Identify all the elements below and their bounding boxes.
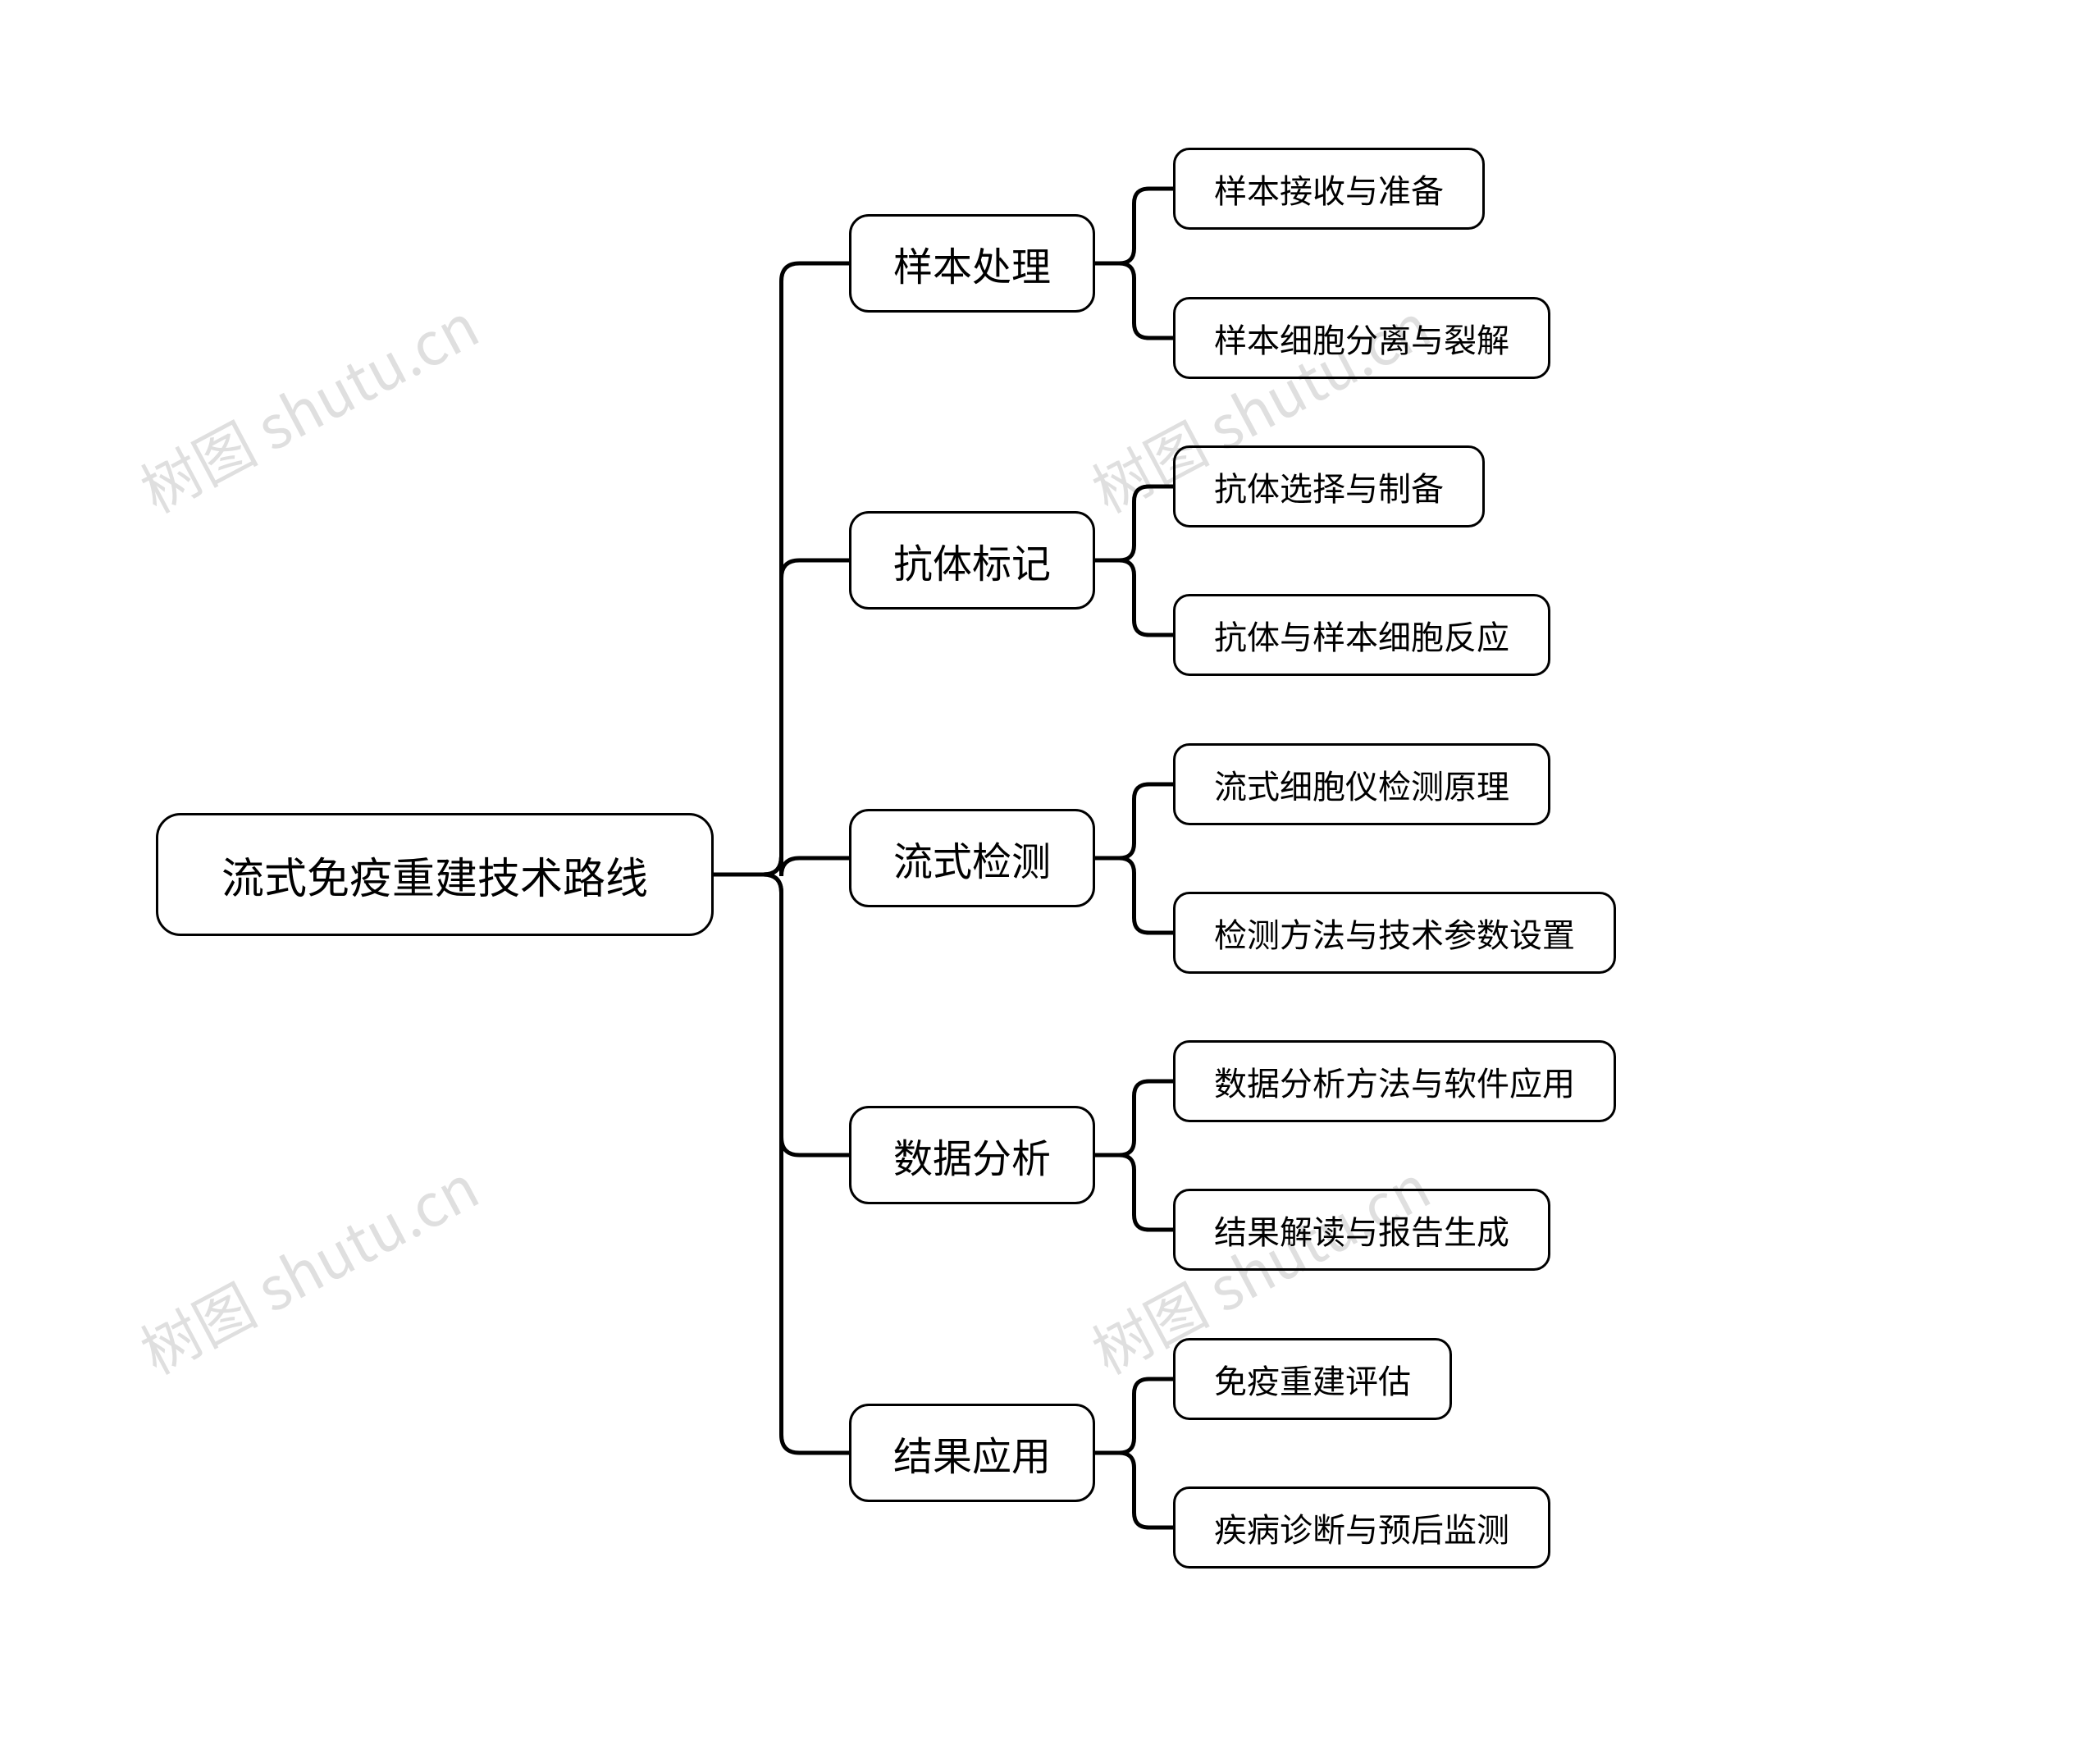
level2-node: 结果解读与报告生成: [1173, 1189, 1550, 1271]
level2-node: 流式细胞仪检测原理: [1173, 743, 1550, 825]
level2-node: 数据分析方法与软件应用: [1173, 1040, 1616, 1122]
level1-label: 抗体标记: [893, 532, 1051, 589]
level2-node: 检测方法与技术参数设置: [1173, 892, 1616, 974]
level1-label: 结果应用: [893, 1424, 1051, 1482]
level2-node: 样本接收与准备: [1173, 148, 1485, 230]
level2-node: 抗体选择与制备: [1173, 445, 1485, 527]
level1-node: 数据分析: [849, 1106, 1095, 1204]
connector: [1095, 1155, 1173, 1230]
connector: [714, 263, 849, 874]
connector: [1095, 858, 1173, 933]
connector: [714, 560, 849, 874]
level2-label: 数据分析方法与软件应用: [1214, 1057, 1575, 1105]
level2-node: 免疫重建评估: [1173, 1338, 1452, 1420]
level2-label: 免疫重建评估: [1214, 1355, 1411, 1403]
level1-node: 流式检测: [849, 809, 1095, 907]
connector: [1095, 263, 1173, 338]
watermark: 树图 shutu.cn: [124, 279, 491, 529]
connector: [1095, 784, 1173, 858]
level2-label: 结果解读与报告生成: [1214, 1206, 1509, 1254]
connector: [1095, 486, 1173, 560]
connector: [714, 856, 849, 876]
level2-label: 样本细胞分离与裂解: [1214, 314, 1509, 362]
level1-label: 样本处理: [893, 235, 1051, 292]
level1-node: 结果应用: [849, 1404, 1095, 1502]
root-node: 流式免疫重建技术路线: [156, 813, 714, 936]
level2-label: 抗体与样本细胞反应: [1214, 611, 1509, 659]
level2-node: 抗体与样本细胞反应: [1173, 594, 1550, 676]
watermark-text: 树图 shutu.cn: [124, 279, 491, 529]
connector: [1095, 189, 1173, 263]
root-label: 流式免疫重建技术路线: [221, 844, 648, 906]
level2-label: 样本接收与准备: [1214, 165, 1444, 212]
level1-node: 抗体标记: [849, 511, 1095, 610]
connector: [714, 874, 849, 1155]
level1-node: 样本处理: [849, 214, 1095, 313]
connector: [714, 874, 849, 1453]
level2-label: 抗体选择与制备: [1214, 463, 1444, 510]
level2-node: 样本细胞分离与裂解: [1173, 297, 1550, 379]
connector: [1095, 1453, 1173, 1528]
level2-label: 疾病诊断与预后监测: [1214, 1504, 1509, 1551]
watermark-text: 树图 shutu.cn: [124, 1140, 491, 1391]
connector: [1095, 1379, 1173, 1453]
connector: [1095, 560, 1173, 635]
connector: [1095, 1081, 1173, 1155]
level2-label: 检测方法与技术参数设置: [1214, 909, 1575, 957]
watermark: 树图 shutu.cn: [124, 1140, 491, 1391]
level1-label: 数据分析: [893, 1126, 1051, 1184]
level1-label: 流式检测: [893, 829, 1051, 887]
level2-node: 疾病诊断与预后监测: [1173, 1486, 1550, 1569]
level2-label: 流式细胞仪检测原理: [1214, 760, 1509, 808]
